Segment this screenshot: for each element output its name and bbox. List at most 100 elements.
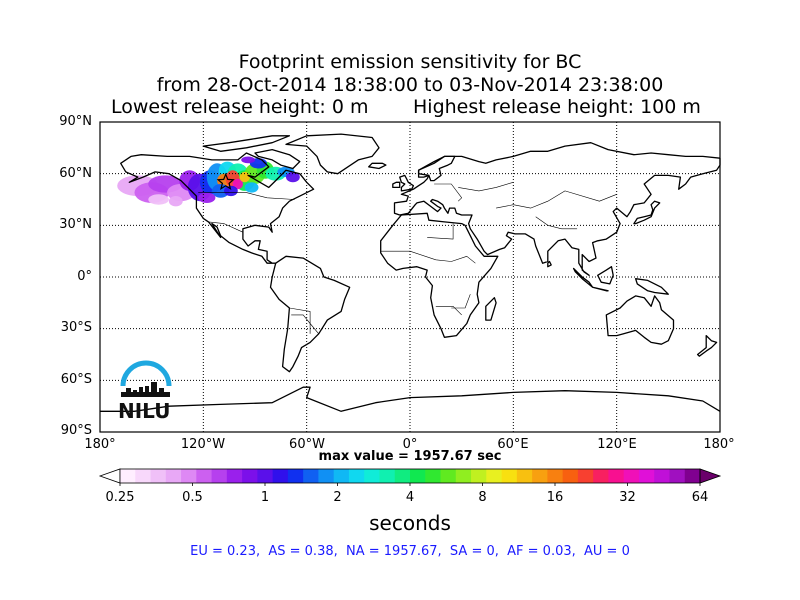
eurasia-coast xyxy=(393,142,721,276)
colorbar-cell xyxy=(608,469,625,483)
colorbar-cell xyxy=(669,469,686,483)
border xyxy=(434,183,463,202)
colorbar-cell xyxy=(410,469,426,483)
new-guinea-coast xyxy=(634,278,669,295)
colorbar-high-extend xyxy=(699,468,722,484)
lat-label: 0° xyxy=(77,269,92,284)
colorbar-tick-label: 64 xyxy=(691,490,709,505)
lat-label: 90°S xyxy=(60,423,92,438)
colorbar-cell xyxy=(547,469,564,483)
colorbar-cell xyxy=(593,469,609,483)
regional-values-summary: EU = 0.23, AS = 0.38, NA = 1957.67, SA =… xyxy=(190,544,630,559)
colorbar-cell xyxy=(532,469,548,483)
plume-cell xyxy=(168,196,183,207)
colorbar-cell xyxy=(318,469,335,483)
australia-coast xyxy=(605,295,675,345)
colorbar-cell xyxy=(242,469,258,483)
colorbar-tick-label: 0.5 xyxy=(182,490,203,505)
japan-coast xyxy=(633,200,661,225)
plume-cell xyxy=(224,185,238,197)
lowest-release-height: Lowest release height: 0 m xyxy=(111,96,369,118)
border xyxy=(208,221,244,233)
release-star-icon xyxy=(216,172,235,190)
colorbar-ticks xyxy=(119,483,701,486)
lat-label: 60°S xyxy=(60,372,92,387)
colorbar-tick-label: 8 xyxy=(478,490,487,505)
indonesia-coast xyxy=(572,267,609,292)
colorbar-cell xyxy=(501,469,518,483)
lon-label: 180° xyxy=(84,437,116,452)
border xyxy=(291,314,319,334)
colorbar-cell xyxy=(638,469,655,483)
colorbar-cell xyxy=(226,469,243,483)
colorbar-cell xyxy=(577,469,594,483)
colorbar-cell xyxy=(364,469,380,483)
colorbar-cell xyxy=(654,469,670,483)
britain-coast xyxy=(399,174,415,192)
antarctica-coast xyxy=(100,386,721,412)
colorbar-cell xyxy=(394,469,411,483)
border xyxy=(535,216,578,230)
plume-cell xyxy=(286,171,300,183)
nilu-logo-text: NILU xyxy=(118,399,171,423)
iceland-coast xyxy=(368,162,387,170)
lon-label: 0° xyxy=(402,437,418,452)
border xyxy=(427,223,454,240)
border xyxy=(496,190,617,209)
lat-label: 30°S xyxy=(60,320,92,335)
border xyxy=(458,182,514,192)
greenland-coast xyxy=(285,133,380,175)
colorbar-cell xyxy=(120,469,136,483)
plume-cell xyxy=(198,192,216,203)
plume-cell xyxy=(148,194,169,205)
graticule xyxy=(100,122,720,432)
colorbar-cell xyxy=(333,469,350,483)
border xyxy=(289,307,311,334)
north-america-coast xyxy=(120,152,315,264)
colorbar-cell xyxy=(150,469,167,483)
border xyxy=(380,250,476,264)
border xyxy=(451,294,471,309)
south-america-coast xyxy=(269,255,351,373)
colorbar-cell xyxy=(425,469,441,483)
colorbar-cell xyxy=(165,469,182,483)
colorbar-cell xyxy=(623,469,640,483)
colorbar-tick-label: 32 xyxy=(619,490,636,505)
coastlines xyxy=(100,133,721,412)
lat-label: 90°N xyxy=(59,114,92,129)
plume-cell xyxy=(212,184,230,198)
colorbar-units-label: seconds xyxy=(369,511,451,535)
ireland-coast xyxy=(392,181,401,189)
lon-label: 120°W xyxy=(180,437,226,452)
release-point-star-icon xyxy=(216,172,235,190)
arctic-islands-coast xyxy=(202,135,291,152)
colorbar-cell xyxy=(516,469,533,483)
colorbar-cell xyxy=(257,469,274,483)
plot-title: Footprint emission sensitivity for BC xyxy=(238,51,582,73)
colorbar-tick-label: 1 xyxy=(260,490,270,505)
borneo-coast xyxy=(597,266,614,285)
lon-label: 120°E xyxy=(597,437,637,452)
colorbar-tick-label: 2 xyxy=(333,490,342,505)
plume-cell xyxy=(244,182,259,193)
border xyxy=(198,192,295,200)
colorbar-cell xyxy=(196,469,212,483)
colorbar-cell xyxy=(348,469,365,483)
nilu-logo-icon xyxy=(120,360,172,397)
colorbar-cell xyxy=(379,469,396,483)
colorbar-cell xyxy=(135,469,151,483)
colorbar-cell xyxy=(440,469,457,483)
colorbar-tick-label: 4 xyxy=(405,490,415,505)
africa-coast xyxy=(380,212,499,338)
lon-label: 60°E xyxy=(497,437,529,452)
colorbar-cells xyxy=(98,468,722,484)
colorbar-cell xyxy=(181,469,197,483)
colorbar-low-extend xyxy=(98,468,121,484)
lat-label: 30°N xyxy=(59,217,92,232)
lon-label: 180° xyxy=(703,437,735,452)
scandinavia-coast xyxy=(417,155,456,182)
colorbar-cell xyxy=(272,469,289,483)
lon-label: 60°W xyxy=(289,437,325,452)
colorbar-tick-label: 16 xyxy=(546,490,564,505)
